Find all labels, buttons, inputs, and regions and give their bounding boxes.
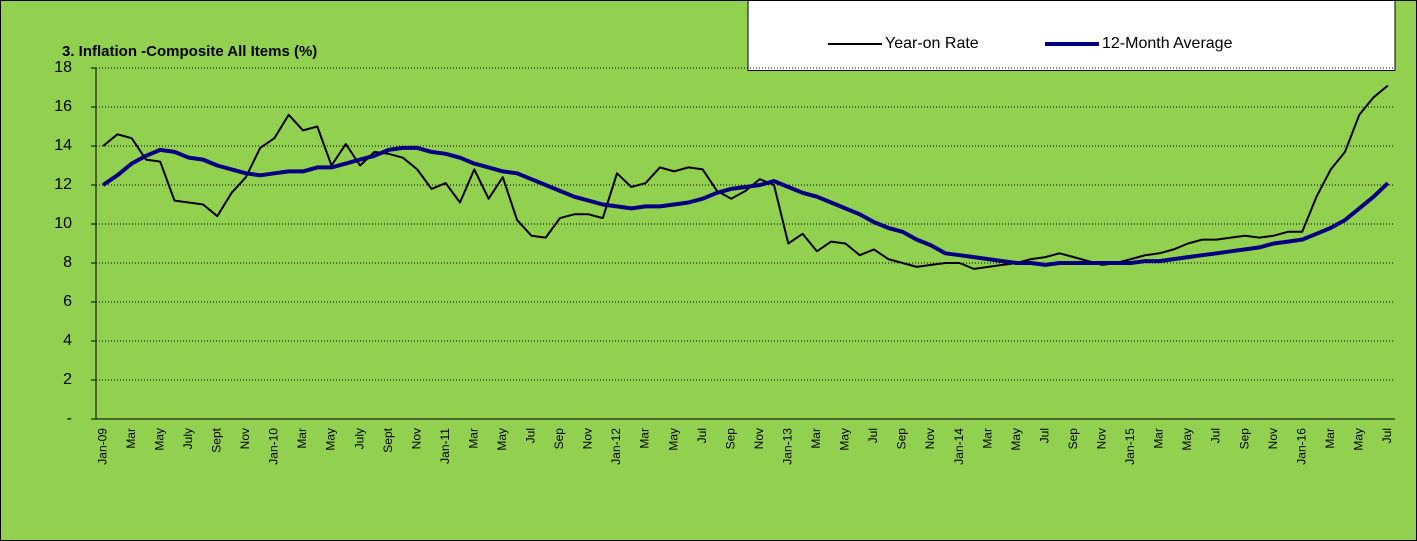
x-tick-label: Jan-09	[95, 428, 109, 465]
y-tick-label: 18	[54, 59, 72, 76]
legend-box	[747, 0, 1396, 71]
x-tick-label: Jul	[1380, 428, 1394, 443]
y-tick-label: 4	[63, 332, 72, 349]
x-tick-label: May	[152, 428, 166, 451]
x-tick-label: Mar	[809, 428, 823, 449]
x-tick-label: May	[1180, 428, 1194, 451]
x-tick-label: Jul	[1037, 428, 1051, 443]
x-tick-label: Jan-13	[780, 428, 794, 465]
series-line	[101, 145, 1390, 267]
x-tick-label: Sep	[895, 428, 909, 450]
x-tick-label: Jan-14	[952, 428, 966, 465]
y-tick-label: 14	[54, 137, 72, 154]
y-tick-label: 10	[54, 215, 72, 232]
chart-title: 3. Inflation -Composite All Items (%)	[62, 43, 317, 60]
x-tick-label: Mar	[1152, 428, 1166, 449]
x-tick-label: Jan-12	[609, 428, 623, 465]
x-tick-label: May	[838, 428, 852, 451]
x-tick-label: July	[352, 428, 366, 449]
series-line	[102, 84, 1389, 270]
x-tick-label: May	[666, 428, 680, 451]
x-tick-label: Jul	[1209, 428, 1223, 443]
x-tick-label: Sep	[1237, 428, 1251, 450]
y-tick-label: -	[67, 410, 72, 427]
y-tick-label: 2	[63, 371, 72, 388]
x-tick-label: Nov	[923, 428, 937, 449]
x-tick-label: Sept	[210, 427, 224, 452]
x-tick-label: Jul	[524, 428, 538, 443]
x-tick-label: May	[1351, 428, 1365, 451]
x-tick-label: Mar	[980, 428, 994, 449]
x-tick-label: July	[181, 428, 195, 449]
x-tick-label: Nov	[581, 428, 595, 449]
y-tick-label: 12	[54, 176, 72, 193]
x-tick-label: Jan-15	[1123, 428, 1137, 465]
y-tick-label: 16	[54, 98, 72, 115]
x-tick-label: Jul	[866, 428, 880, 443]
x-tick-label: Jan-11	[438, 428, 452, 464]
x-tick-label: Sep	[1066, 428, 1080, 450]
y-tick-label: 6	[63, 293, 72, 310]
x-tick-label: Nov	[1095, 428, 1109, 449]
x-tick-label: May	[324, 428, 338, 451]
y-tick-label: 8	[63, 254, 72, 271]
x-tick-label: Nov	[409, 428, 423, 449]
x-tick-label: Nov	[1266, 428, 1280, 449]
x-tick-label: Mar	[295, 428, 309, 449]
x-tick-label: Jan-10	[267, 428, 281, 465]
x-tick-label: Mar	[466, 428, 480, 449]
x-tick-label: Sep	[552, 428, 566, 450]
x-tick-label: Sep	[723, 428, 737, 450]
x-tick-label: Sept	[381, 427, 395, 452]
legend-label: Year-on Rate	[885, 35, 979, 52]
x-tick-label: Mar	[638, 428, 652, 449]
x-tick-label: Nov	[752, 428, 766, 449]
x-tick-label: Mar	[1323, 428, 1337, 449]
x-tick-label: Mar	[124, 428, 138, 449]
x-tick-label: Jul	[695, 428, 709, 443]
x-tick-label: May	[1009, 428, 1023, 451]
x-tick-label: Nov	[238, 428, 252, 449]
x-tick-label: Jan-16	[1294, 428, 1308, 465]
x-tick-label: May	[495, 428, 509, 451]
legend-label: 12-Month Average	[1102, 35, 1233, 52]
